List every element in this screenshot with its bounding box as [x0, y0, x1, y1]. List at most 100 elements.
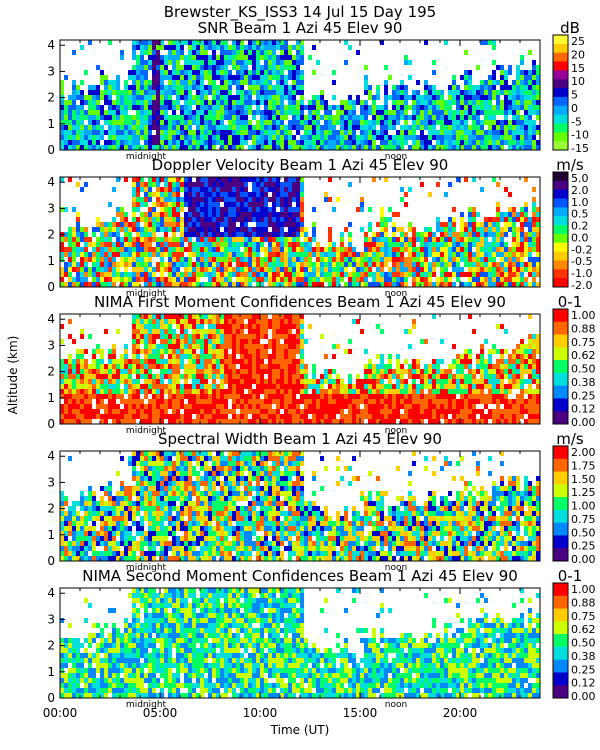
heatmap-cell — [152, 212, 156, 217]
heatmap-cell — [92, 110, 96, 115]
heatmap-cell — [460, 212, 464, 217]
heatmap-cell — [196, 374, 200, 379]
heatmap-cell — [132, 344, 136, 349]
heatmap-cell — [232, 145, 236, 150]
heatmap-cell — [172, 85, 176, 90]
heatmap-cell — [164, 252, 168, 257]
heatmap-cell — [232, 40, 236, 45]
heatmap-cell — [184, 65, 188, 70]
heatmap-cell — [108, 369, 112, 374]
noon-label: noon — [385, 289, 407, 299]
heatmap-cell — [184, 369, 188, 374]
heatmap-cell — [272, 324, 276, 329]
heatmap-cell — [196, 182, 200, 187]
heatmap-cell — [132, 50, 136, 55]
heatmap-cell — [524, 237, 528, 242]
heatmap-cell — [160, 404, 164, 409]
heatmap-cell — [144, 252, 148, 257]
heatmap-cell — [308, 100, 312, 105]
heatmap-cell — [484, 120, 488, 125]
heatmap-cell — [228, 202, 232, 207]
heatmap-cell — [280, 344, 284, 349]
heatmap-cell — [528, 75, 532, 80]
heatmap-cell — [256, 187, 260, 192]
heatmap-cell — [208, 75, 212, 80]
heatmap-cell — [476, 232, 480, 237]
heatmap-cell — [508, 257, 512, 262]
heatmap-cell — [196, 40, 200, 45]
heatmap-cell — [180, 394, 184, 399]
heatmap-cell — [160, 145, 164, 150]
heatmap-cell — [140, 359, 144, 364]
heatmap-cell — [368, 267, 372, 272]
heatmap-cell — [156, 182, 160, 187]
heatmap-cell — [240, 267, 244, 272]
heatmap-cell — [220, 80, 224, 85]
heatmap-cell — [232, 419, 236, 424]
heatmap-cell — [488, 227, 492, 232]
heatmap-cell — [256, 45, 260, 50]
heatmap-cell — [144, 379, 148, 384]
heatmap-cell — [228, 329, 232, 334]
heatmap-cell — [532, 227, 536, 232]
heatmap-cell — [76, 374, 80, 379]
heatmap-cell — [412, 262, 416, 267]
heatmap-cell — [228, 145, 232, 150]
heatmap-cell — [424, 242, 428, 247]
heatmap-cell — [484, 145, 488, 150]
heatmap-cell — [176, 267, 180, 272]
heatmap-cell — [392, 222, 396, 227]
heatmap-cell — [236, 115, 240, 120]
heatmap-cell — [68, 227, 72, 232]
heatmap-cell — [244, 130, 248, 135]
heatmap-cell — [132, 272, 136, 277]
heatmap-cell — [216, 187, 220, 192]
heatmap-cell — [244, 65, 248, 70]
heatmap-cell — [240, 414, 244, 419]
heatmap-cell — [276, 414, 280, 419]
heatmap-cell — [192, 197, 196, 202]
heatmap-cell — [248, 262, 252, 267]
heatmap-cell — [176, 100, 180, 105]
heatmap-cell — [224, 354, 228, 359]
heatmap-cell — [184, 354, 188, 359]
heatmap-cell — [200, 45, 204, 50]
heatmap-cell — [256, 419, 260, 424]
heatmap-cell — [68, 389, 72, 394]
heatmap-cell — [196, 130, 200, 135]
heatmap-cell — [252, 339, 256, 344]
heatmap-cell — [264, 197, 268, 202]
heatmap-cell — [60, 80, 64, 85]
heatmap-cell — [116, 379, 120, 384]
heatmap-cell — [224, 359, 228, 364]
heatmap-cell — [412, 140, 416, 145]
heatmap-cell — [328, 282, 332, 287]
heatmap-cell — [220, 192, 224, 197]
heatmap-cell — [264, 65, 268, 70]
heatmap-cell — [168, 145, 172, 150]
heatmap-cell — [276, 252, 280, 257]
heatmap-cell — [196, 140, 200, 145]
heatmap-cell — [188, 182, 192, 187]
heatmap-cell — [380, 120, 384, 125]
colorbar-swatch — [553, 123, 568, 133]
heatmap-cell — [484, 247, 488, 252]
heatmap-cell — [80, 354, 84, 359]
y-axis-label: Altitude (km) — [6, 336, 20, 415]
heatmap-cell — [340, 120, 344, 125]
heatmap-cell — [288, 314, 292, 319]
heatmap-cell — [460, 252, 464, 257]
heatmap-cell — [200, 324, 204, 329]
heatmap-cell — [196, 282, 200, 287]
colorbar-swatch — [553, 79, 568, 89]
heatmap-cell — [188, 324, 192, 329]
heatmap-cell — [152, 359, 156, 364]
heatmap-cell — [112, 242, 116, 247]
heatmap-cell — [288, 182, 292, 187]
heatmap-cell — [100, 374, 104, 379]
heatmap-cell — [536, 115, 540, 120]
heatmap-cell — [76, 384, 80, 389]
heatmap-cell — [212, 324, 216, 329]
heatmap-cell — [440, 105, 444, 110]
heatmap-cell — [276, 384, 280, 389]
